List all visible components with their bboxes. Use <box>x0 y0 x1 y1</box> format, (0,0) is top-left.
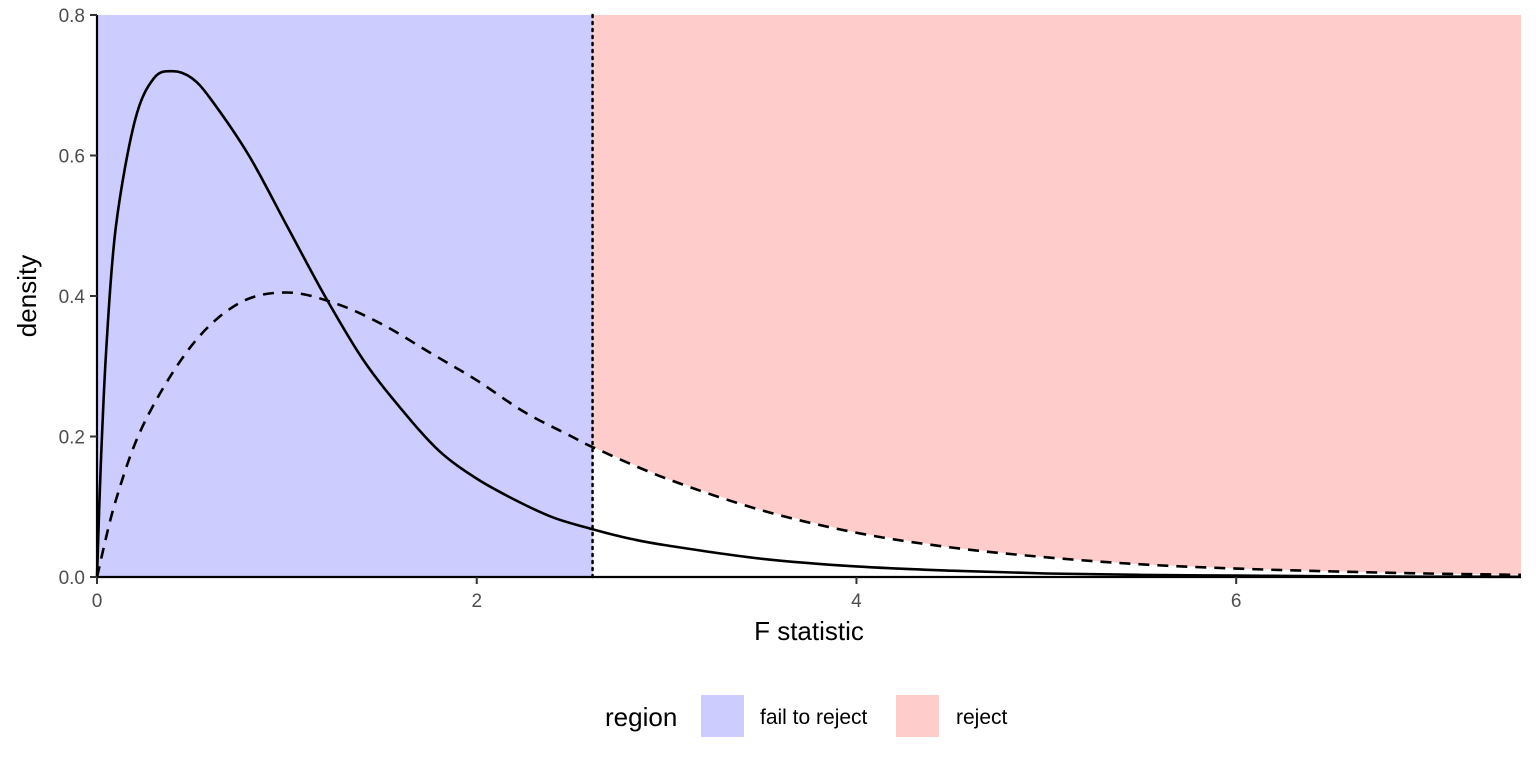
x-tick-label: 6 <box>1231 591 1242 612</box>
regions-layer <box>97 15 1521 577</box>
white-area-layer <box>592 447 1521 577</box>
legend-label-reject: reject <box>956 706 1008 729</box>
power-area <box>592 447 1521 577</box>
x-tick-label: 2 <box>471 591 482 612</box>
legend-swatch-fail-to-reject <box>701 695 744 737</box>
legend: region fail to reject reject <box>605 695 1008 737</box>
alternative-density-line <box>95 291 1522 578</box>
legend-label-fail-to-reject: fail to reject <box>760 706 868 729</box>
region-fail-to-reject <box>97 15 593 577</box>
x-tick-label: 4 <box>851 591 862 612</box>
y-tick-label: 0.0 <box>59 568 85 589</box>
null-density-line <box>95 69 1522 579</box>
legend-title: region <box>605 702 677 732</box>
region-reject <box>592 15 1521 577</box>
axes-layer: 0 2 4 6 0.0 0.2 0.4 0.6 0.8 <box>59 6 1521 612</box>
y-tick-label: 0.8 <box>59 6 85 27</box>
x-tick-label: 0 <box>92 591 103 612</box>
y-tick-label: 0.2 <box>59 428 85 449</box>
legend-swatch-reject <box>896 695 939 737</box>
y-axis-title: density <box>12 255 42 337</box>
x-axis-title: F statistic <box>754 616 864 646</box>
y-tick-label: 0.6 <box>59 147 85 168</box>
y-tick-label: 0.4 <box>59 287 86 308</box>
lines-layer <box>95 13 1522 579</box>
